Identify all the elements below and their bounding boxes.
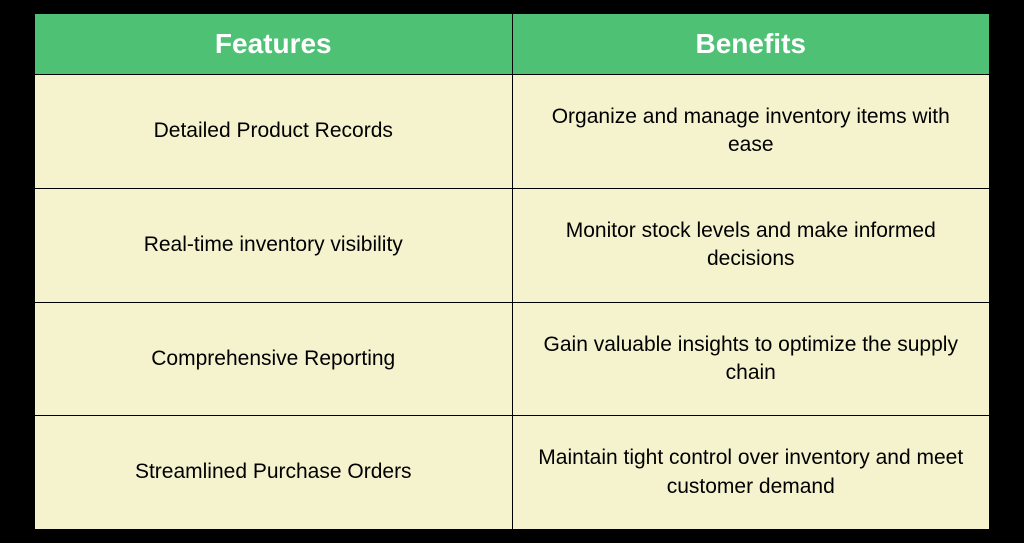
- feature-cell: Comprehensive Reporting: [35, 302, 513, 416]
- benefit-cell: Monitor stock levels and make informed d…: [512, 188, 990, 302]
- table-row: Detailed Product Records Organize and ma…: [35, 75, 990, 189]
- table-row: Comprehensive Reporting Gain valuable in…: [35, 302, 990, 416]
- benefit-cell: Organize and manage inventory items with…: [512, 75, 990, 189]
- col-header-features: Features: [35, 14, 513, 75]
- table-row: Streamlined Purchase Orders Maintain tig…: [35, 416, 990, 530]
- table-row: Real-time inventory visibility Monitor s…: [35, 188, 990, 302]
- feature-cell: Streamlined Purchase Orders: [35, 416, 513, 530]
- table-header-row: Features Benefits: [35, 14, 990, 75]
- features-benefits-table: Features Benefits Detailed Product Recor…: [34, 13, 990, 530]
- benefit-cell: Maintain tight control over inventory an…: [512, 416, 990, 530]
- col-header-benefits: Benefits: [512, 14, 990, 75]
- feature-cell: Detailed Product Records: [35, 75, 513, 189]
- feature-cell: Real-time inventory visibility: [35, 188, 513, 302]
- benefit-cell: Gain valuable insights to optimize the s…: [512, 302, 990, 416]
